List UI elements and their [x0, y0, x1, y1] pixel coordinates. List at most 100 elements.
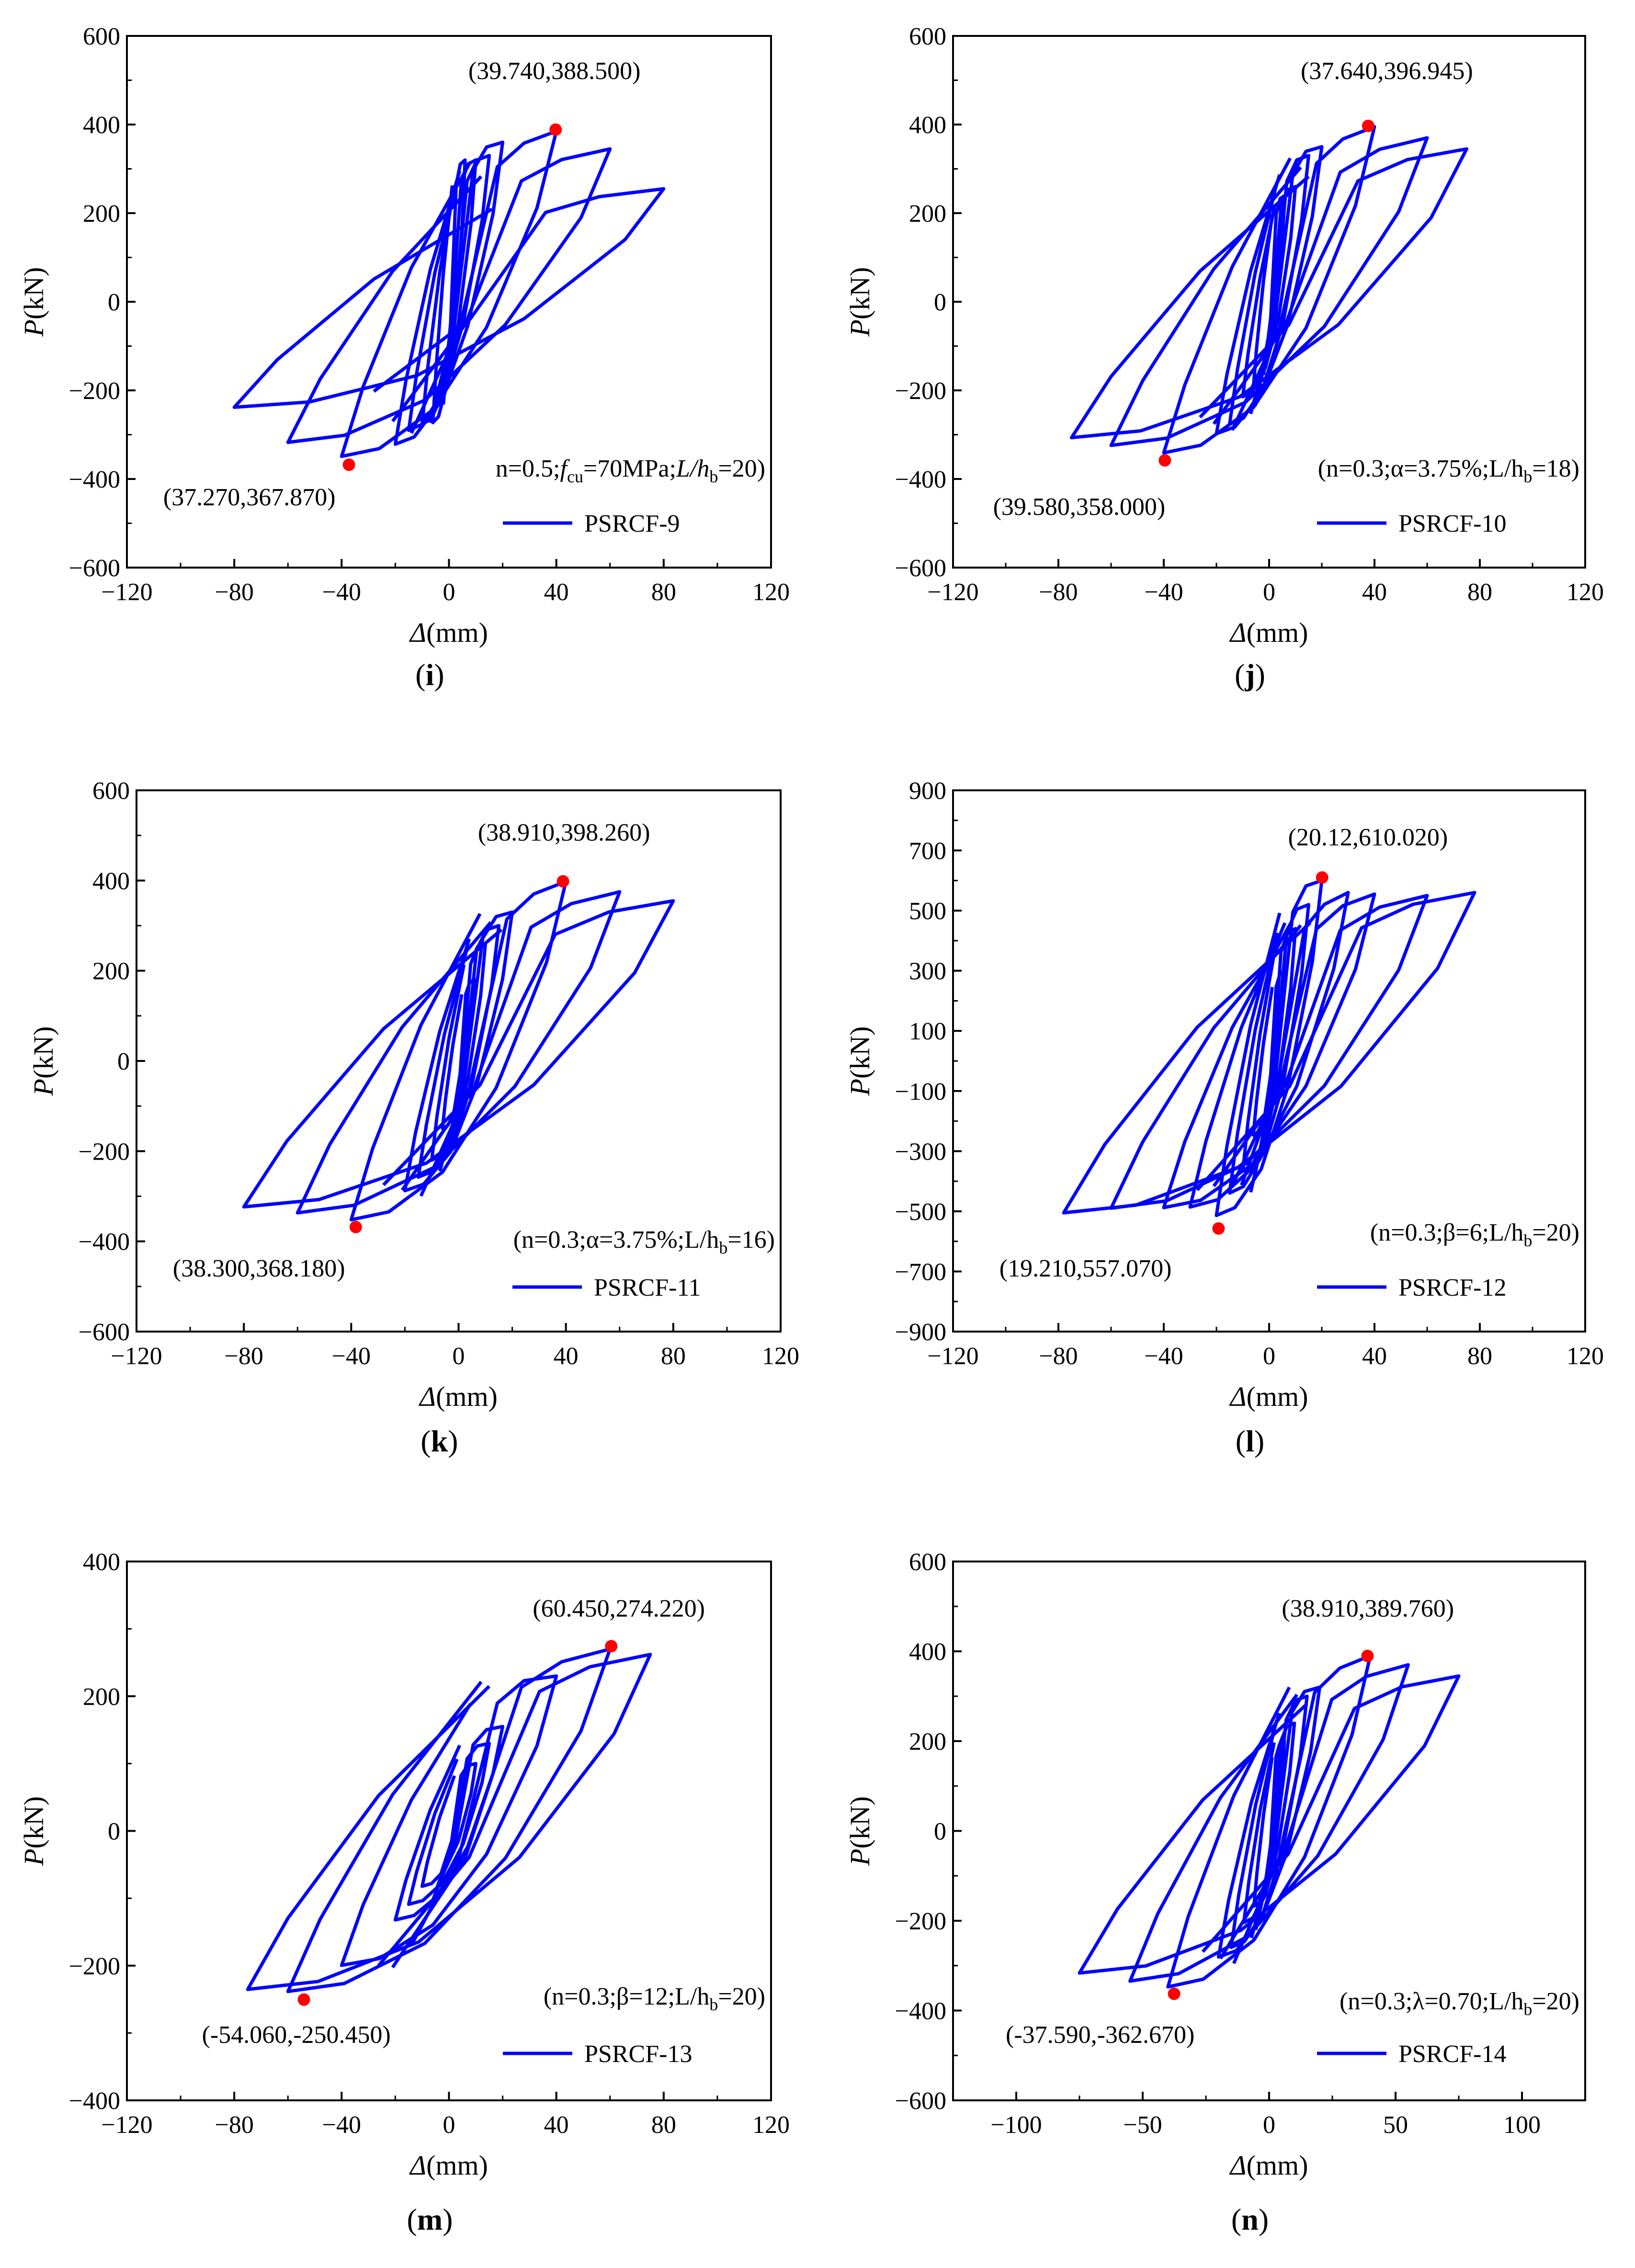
y-tick-label: 600: [909, 23, 946, 50]
y-tick-label: 200: [83, 1683, 120, 1710]
y-tick-label: −600: [895, 2087, 946, 2115]
hysteresis-loop: [1062, 890, 1476, 1215]
y-tick-label: 0: [108, 289, 120, 316]
x-tick-label: 120: [762, 1343, 799, 1370]
y-tick-label: 0: [108, 1818, 120, 1846]
y-tick-label: −200: [895, 377, 946, 405]
peak-negative-label: (-54.060,-250.450): [202, 2021, 391, 2049]
peak-positive-marker: [549, 123, 562, 136]
y-tick-label: −400: [69, 466, 120, 493]
y-tick-label: −400: [895, 466, 946, 493]
x-tick-label: −100: [990, 2111, 1042, 2139]
x-tick-label: −80: [1039, 579, 1078, 606]
y-tick-label: −200: [895, 1908, 946, 1935]
y-tick-label: −400: [69, 2087, 120, 2115]
legend-label: PSRCF-10: [1398, 510, 1506, 537]
chart-panel-k: −120 −80 −40 0 40 80 120−600−400−2000200400600…: [28, 777, 799, 1458]
legend-label: PSRCF-11: [594, 1274, 701, 1301]
y-tick-label: 700: [909, 838, 946, 865]
chart-panel-n: −100 −50 0 50 100 −600 −400 −200 0 200 400 600 Δ(mm)…: [844, 1549, 1586, 2236]
y-tick-label: 200: [92, 958, 130, 985]
y-tick-label: −200: [69, 1953, 120, 1980]
x-tick-label: 40: [1362, 1343, 1387, 1370]
y-tick-label: −600: [895, 555, 946, 582]
y-tick-label: −100: [895, 1078, 946, 1106]
panel-label: (m): [407, 2202, 453, 2236]
peak-negative-label: (39.580,358.000): [993, 493, 1166, 521]
y-tick-label: 600: [909, 1549, 946, 1576]
x-axis-label: Δ(mm): [409, 617, 488, 648]
plot-frame: [952, 35, 1586, 569]
y-tick-label: 200: [909, 1728, 946, 1755]
chart-panel-l: −120 −80 −40 0 40 80 120 −900 −700 −500 −300 −100 10…: [844, 777, 1604, 1458]
plot-frame: [952, 1561, 1586, 2101]
hysteresis-loop: [1162, 125, 1376, 455]
x-tick-label: 0: [1263, 2111, 1275, 2139]
peak-positive-marker: [1316, 871, 1328, 884]
x-tick-label: 40: [1362, 579, 1387, 606]
x-tick-label: 40: [544, 2111, 569, 2139]
hysteresis-loop: [393, 140, 505, 446]
x-tick-label: 80: [651, 579, 676, 606]
peak-positive-label: (39.740,388.500): [468, 57, 641, 85]
plot-frame: [952, 789, 1586, 1333]
legend-label: PSRCF-14: [1398, 2040, 1506, 2068]
x-tick-label: 120: [1567, 579, 1604, 606]
peak-negative-marker: [297, 1993, 310, 2006]
peak-negative-label: (38.300,368.180): [173, 1255, 345, 1282]
hysteresis-loop: [286, 1647, 612, 1994]
y-tick-label: −900: [895, 1319, 946, 1346]
hysteresis-loop: [1242, 1721, 1296, 1925]
panel-label: (k): [420, 1424, 458, 1458]
hysteresis-loop: [340, 129, 558, 458]
hysteresis-loop: [340, 1674, 558, 1967]
x-axis-label: Δ(mm): [1229, 1381, 1308, 1412]
hysteresis-loop: [430, 942, 487, 1162]
y-axis-label: P(kN): [844, 267, 875, 337]
chart-panel-i: −120 −80 −40 0 40 80 120−600−400−2000200400600…: [18, 23, 790, 692]
x-tick-label: 0: [453, 1343, 465, 1370]
peak-positive-label: (38.910,389.760): [1282, 1595, 1454, 1622]
parameter-annotation: (n=0.3;β=6;L/hb=20): [1370, 1219, 1579, 1250]
x-tick-label: 40: [544, 579, 569, 606]
y-tick-label: −200: [69, 377, 120, 405]
x-tick-label: −80: [1039, 1343, 1078, 1370]
y-tick-label: −700: [895, 1258, 946, 1286]
panel-label: (j): [1235, 658, 1265, 692]
hysteresis-series: [1070, 125, 1468, 455]
x-tick-label: 0: [1263, 579, 1275, 606]
peak-positive-marker: [1362, 119, 1375, 132]
panel-label: (l): [1236, 1424, 1264, 1458]
x-tick-label: 80: [651, 2111, 676, 2139]
x-tick-label: −120: [927, 579, 978, 606]
legend-label: PSRCF-12: [1398, 1274, 1506, 1301]
chart-panel-m: −120 −80 −40 0 40 80 120−400−2000200400Δ(mm)P(…: [18, 1549, 790, 2236]
x-tick-label: −120: [111, 1343, 162, 1370]
x-axis-label: Δ(mm): [1229, 2150, 1308, 2181]
x-axis-label: Δ(mm): [419, 1381, 498, 1412]
x-tick-label: −120: [101, 2111, 152, 2139]
x-axis-label: Δ(mm): [409, 2150, 488, 2181]
peak-positive-marker: [605, 1640, 618, 1653]
y-tick-label: −600: [69, 555, 120, 582]
peak-negative-label: (19.210,557.070): [999, 1255, 1172, 1282]
y-tick-label: 400: [83, 112, 120, 139]
hysteresis-loop: [286, 147, 612, 444]
y-axis-label: P(kN): [844, 1026, 875, 1096]
hysteresis-loop: [349, 879, 568, 1222]
hysteresis-series: [232, 129, 666, 458]
parameter-annotation: (n=0.3;λ=0.70;L/hb=20): [1340, 1988, 1579, 2019]
y-tick-label: −500: [895, 1198, 946, 1226]
x-tick-label: −120: [927, 1343, 978, 1370]
hysteresis-loop: [1128, 1663, 1410, 1983]
hysteresis-loop: [1166, 1654, 1372, 1989]
x-tick-label: 40: [554, 1343, 579, 1370]
parameter-annotation: (n=0.3;α=3.75%;L/hb=18): [1318, 455, 1579, 486]
y-axis-label: P(kN): [28, 1026, 59, 1096]
x-tick-label: 0: [443, 579, 455, 606]
legend-label: PSRCF-13: [584, 2040, 692, 2068]
hysteresis-loop: [1162, 892, 1376, 1209]
y-tick-label: 0: [934, 289, 946, 316]
hysteresis-loop: [420, 1762, 477, 1888]
